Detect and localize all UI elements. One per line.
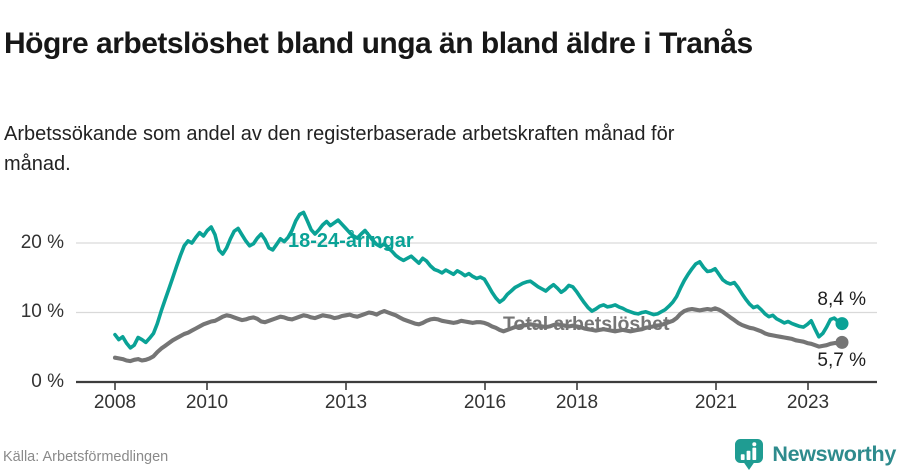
series-label-total: Total arbetslöshet [503,313,670,335]
x-tick-2013: 2013 [324,392,368,413]
x-axis-ticks [114,382,809,390]
x-tick-2008: 2008 [93,392,137,413]
series-end-dot-total [835,335,849,349]
x-tick-2018: 2018 [555,392,599,413]
x-tick-2016: 2016 [463,392,507,413]
end-value-label-total: 5,7 % [817,350,866,371]
newsworthy-logo: Newsworthy [734,438,896,471]
series-line-total [112,306,845,364]
y-tick-20: 20 % [20,232,64,253]
series-end-dot-youth [835,317,849,331]
y-tick-0: 0 % [31,371,64,392]
newsworthy-wordmark: Newsworthy [772,442,896,466]
series-line-youth [113,210,844,350]
page-title: Högre arbetslöshet bland unga än bland ä… [4,27,753,61]
newsworthy-pin-barchart-icon [735,439,764,470]
source-note: Källa: Arbetsförmedlingen [3,449,169,465]
x-tick-2021: 2021 [694,392,738,413]
chart-subtitle: Arbetssökande som andel av den registerb… [4,123,675,175]
y-tick-10: 10 % [20,301,64,322]
x-tick-2010: 2010 [185,392,229,413]
x-tick-2023: 2023 [786,392,830,413]
end-value-label-youth: 8,4 % [817,289,866,310]
series-label-youth: 18-24-åringar [288,230,414,252]
